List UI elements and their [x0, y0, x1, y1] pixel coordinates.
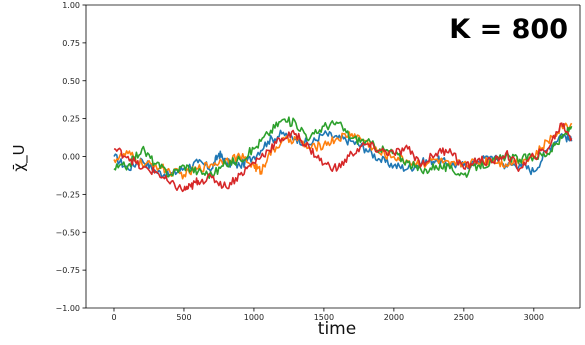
x-tick-label: 3000	[524, 313, 544, 322]
x-axis-label: time	[318, 319, 356, 339]
x-tick-label: 500	[176, 313, 191, 322]
x-ticks: 0 500 1000 1500 2000 2500 3000	[111, 308, 544, 322]
series-line-4	[113, 122, 573, 193]
x-tick-label: 2000	[384, 313, 404, 322]
x-tick-label: 1000	[244, 313, 264, 322]
x-tick-label: 2500	[454, 313, 474, 322]
y-tick-label: −0.50	[55, 228, 80, 237]
y-tick-label: 0.25	[62, 115, 80, 124]
y-axis-label: χ̄_U	[10, 144, 29, 171]
y-tick-label: −0.75	[55, 266, 80, 275]
y-tick-label: −1.00	[55, 304, 80, 313]
y-tick-label: 0.00	[62, 153, 80, 162]
y-tick-label: 0.50	[62, 77, 80, 86]
x-tick-label: 1500	[314, 313, 334, 322]
y-tick-label: 0.75	[62, 39, 80, 48]
x-tick-label: 0	[111, 313, 116, 322]
series-lines	[113, 116, 573, 193]
k-annotation: K = 800	[449, 14, 568, 45]
y-tick-label: 1.00	[62, 1, 80, 10]
y-tick-label: −0.25	[55, 190, 80, 199]
y-ticks: −1.00 −0.75 −0.50 −0.25 0.00 0.25 0.50 0.75 1.00	[55, 1, 86, 313]
